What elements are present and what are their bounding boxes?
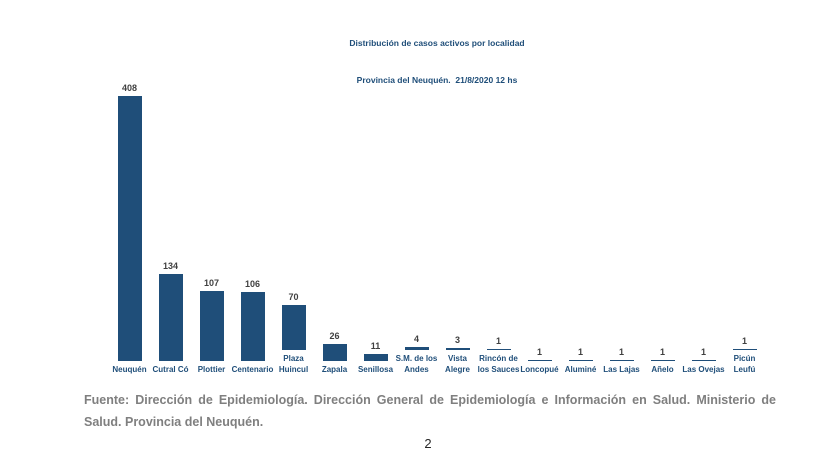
bar-value-label: 4 (413, 334, 419, 345)
bar (281, 304, 306, 350)
page-number: 2 (424, 436, 432, 451)
bar-group: 11 Senillosa (355, 71, 396, 376)
chart-title-line1: Distribución de casos activos por locali… (349, 37, 525, 48)
bar-column: 4 (396, 60, 437, 350)
bar (404, 347, 429, 350)
bar-category-label: Centenario (231, 364, 274, 374)
bar-value-label: 107 (203, 278, 220, 289)
bar-column: 106 (232, 71, 273, 361)
bar-column: 11 (355, 71, 396, 361)
bar-column: 107 (191, 71, 232, 361)
bar-category-label: Loncopué (520, 364, 559, 374)
bar-column: 3 (437, 60, 478, 350)
bar-value-label: 70 (288, 291, 299, 302)
bar-group: 3 Vista Alegre (437, 60, 478, 376)
bar-category-label: Rincón de los Sauces (477, 354, 520, 374)
source-note: Fuente: Dirección de Epidemiología. Dire… (84, 393, 776, 429)
bar-group: 134 Cutral Có (150, 71, 191, 376)
bar-value-label: 106 (244, 278, 261, 289)
bar-group: 26 Zapala (314, 71, 355, 376)
bar-column: 1 (519, 71, 560, 361)
bar-category-label: Plottier (197, 364, 226, 374)
bar (691, 360, 716, 361)
bar (609, 360, 634, 361)
bar-value-label: 26 (329, 330, 340, 341)
bar (363, 353, 388, 361)
bar-value-label: 11 (370, 340, 381, 351)
bar (240, 291, 265, 361)
chart-title: Distribución de casos activos por locali… (109, 12, 765, 111)
bar (445, 348, 470, 350)
bar (322, 343, 347, 361)
bar-value-label: 408 (121, 82, 138, 93)
bar-column: 408 (109, 71, 150, 361)
bar-group: 1 Rincón de los Sauces (477, 60, 520, 376)
bar (650, 360, 675, 361)
bar-column: 1 (683, 71, 724, 361)
bar-group: 408 Neuquén (109, 71, 150, 376)
bar-column: 1 (478, 60, 519, 350)
bar-group: 1 Las Ovejas (682, 71, 725, 376)
bar-group: 1 Añelo (642, 71, 683, 376)
bar-category-label: Cutral Có (152, 364, 189, 374)
bar-group: 1 Las Lajas (601, 71, 642, 376)
bar-group: 1 Aluminé (560, 71, 601, 376)
bar-column: 70 (273, 60, 314, 350)
bar-value-label: 3 (454, 335, 460, 346)
bar-column: 1 (560, 71, 601, 361)
bar (568, 360, 593, 361)
plot-area: 408 Neuquén 134 Cutral Có 107 Plottier 106 Cent… (109, 60, 765, 376)
bar-category-label: Picún Leufú (733, 354, 756, 374)
bar-value-label: 1 (741, 336, 747, 347)
bar-group: 4 S.M. de los Andes (395, 60, 438, 376)
bar (117, 95, 142, 361)
bar-category-label: Senillosa (357, 364, 394, 374)
bar-category-label: Neuquén (112, 364, 147, 374)
bar (527, 360, 552, 361)
bar-category-label: Vista Alegre (445, 354, 470, 374)
bar-value-label: 1 (618, 347, 624, 358)
bar-column: 134 (150, 71, 191, 361)
bar (199, 291, 224, 361)
bar-value-label: 1 (659, 347, 665, 358)
bar-column: 1 (642, 71, 683, 361)
bar-value-label: 1 (536, 347, 542, 358)
bar-category-label: Aluminé (564, 364, 597, 374)
bar-chart: 408 Neuquén 134 Cutral Có 107 Plottier 106 Cent… (109, 60, 765, 378)
chart-title-line2: Provincia del Neuquén. 21/8/2020 12 hs (356, 74, 518, 85)
bar-group: 106 Centenario (231, 71, 274, 376)
bar-group: 107 Plottier (191, 71, 232, 376)
bar (486, 349, 511, 350)
bar-category-label: S.M. de los Andes (395, 354, 438, 374)
bar-value-label: 1 (700, 347, 706, 358)
bar-group: 1 Picún Leufú (724, 60, 765, 376)
bar-category-label: Las Ovejas (682, 364, 725, 374)
bar-column: 1 (601, 71, 642, 361)
bar-value-label: 134 (162, 260, 179, 271)
bar-value-label: 1 (495, 336, 501, 347)
bar-category-label: Añelo (651, 364, 674, 374)
bar-column: 26 (314, 71, 355, 361)
bar-value-label: 1 (577, 347, 583, 358)
bar (732, 349, 757, 350)
bar-category-label: Zapala (321, 364, 348, 374)
bar-category-label: Las Lajas (603, 364, 640, 374)
bar-group: 1 Loncopué (519, 71, 560, 376)
bar-column: 1 (724, 60, 765, 350)
bar-group: 70 Plaza Huincul (273, 60, 314, 376)
bar-category-label: Plaza Huincul (278, 354, 309, 374)
bar (158, 273, 183, 361)
